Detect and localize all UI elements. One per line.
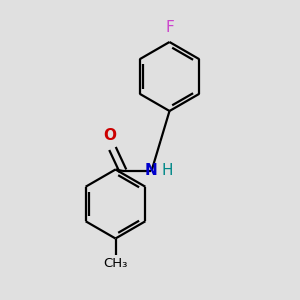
Text: O: O <box>103 128 116 143</box>
Text: H: H <box>161 164 173 178</box>
Text: N: N <box>145 164 158 178</box>
Text: F: F <box>165 20 174 35</box>
Text: CH₃: CH₃ <box>103 257 128 270</box>
